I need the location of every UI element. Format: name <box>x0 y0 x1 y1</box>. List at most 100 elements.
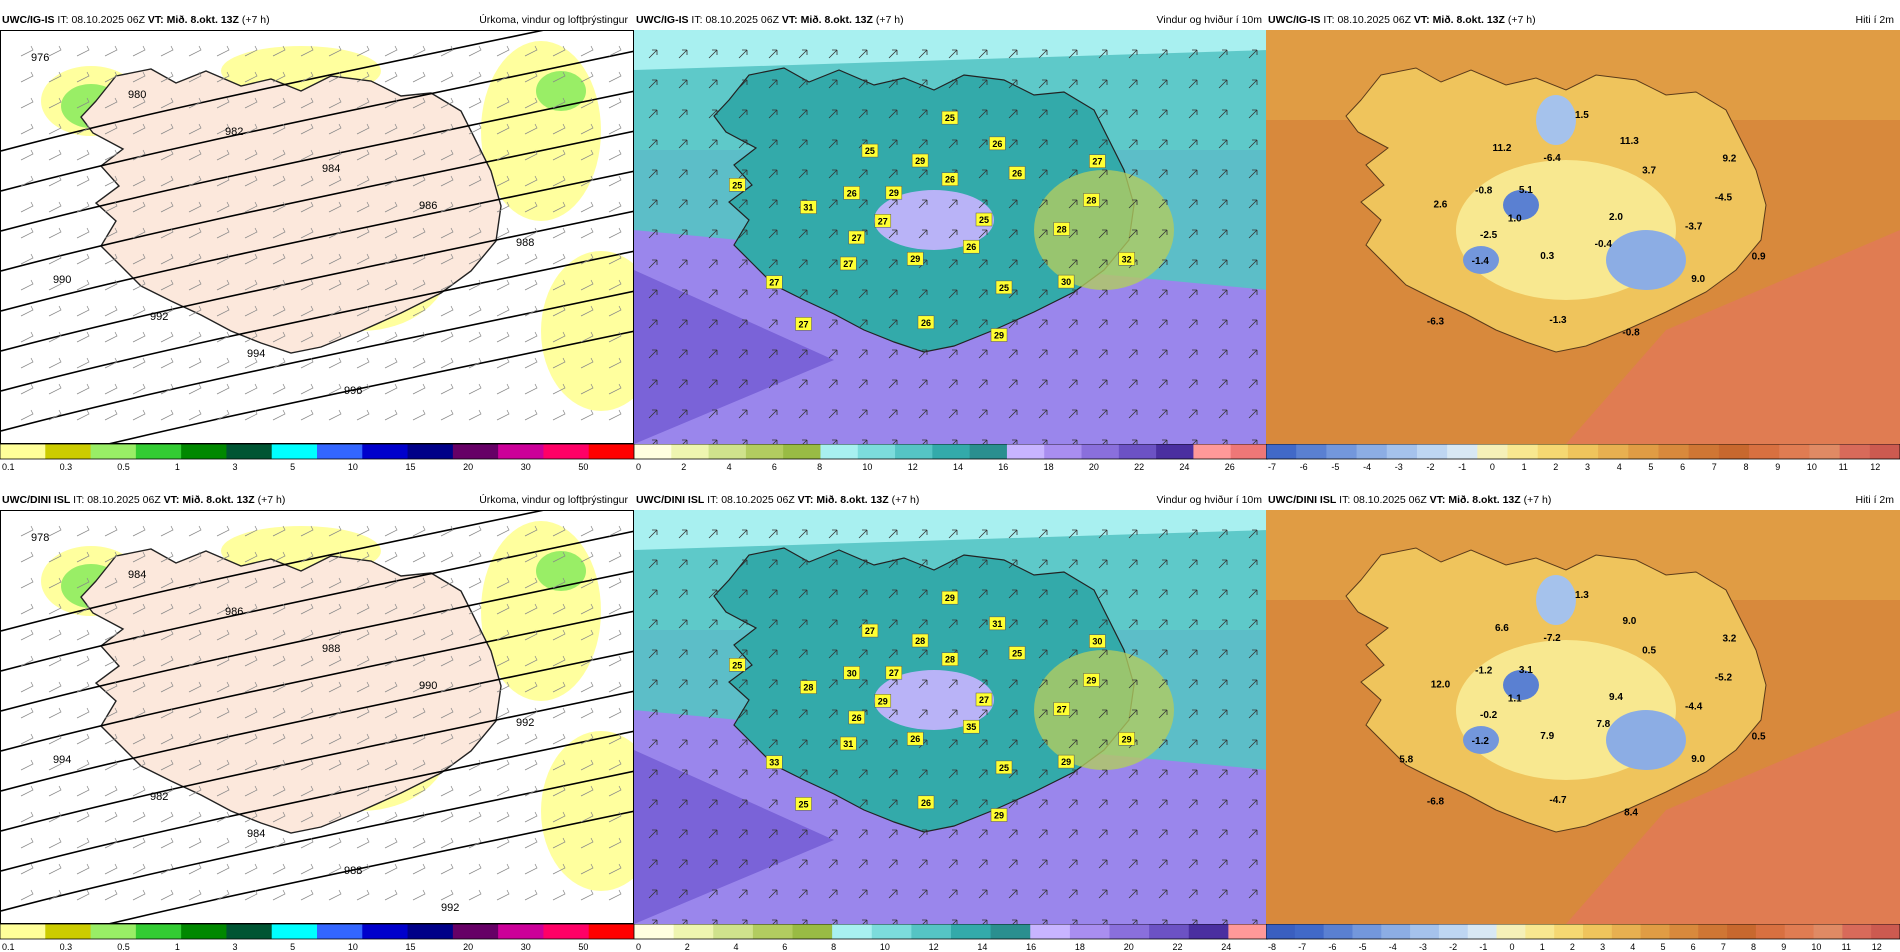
panel-header: UWC/DINI ISL IT: 08.10.2025 06Z VT: Mið.… <box>1266 490 1900 510</box>
colorbar-swatch <box>1109 924 1150 939</box>
product-title: Úrkoma, vindur og loftþrýstingur <box>479 14 628 26</box>
lead-time: (+7 h) <box>257 494 286 506</box>
colorbar-swatch <box>792 924 833 939</box>
gust-label: 31 <box>803 203 813 213</box>
gust-marker <box>874 694 892 708</box>
gust-marker <box>766 755 783 769</box>
gust-label: 25 <box>999 763 1009 773</box>
colorbar-tick: 7 <box>1712 462 1717 472</box>
gust-label: 29 <box>889 188 899 198</box>
wind-map[interactable]: 27 31 29 35 28 30 26 27 29 26 31 29 30 29 25 28 29 29 25 26… <box>634 510 1268 924</box>
gust-label: 25 <box>732 660 742 670</box>
colorbar: 0.1 0.3 0.5 1 3 5 10 15 20 30 50 <box>0 444 634 472</box>
isobar-label: 996 <box>344 385 362 397</box>
colorbar-swatch <box>135 444 182 459</box>
colorbar-swatch <box>135 924 182 939</box>
vt-label: VT: <box>1413 14 1430 26</box>
gust-label: 26 <box>945 175 955 185</box>
model-name: UWC/IG-IS <box>1268 14 1321 26</box>
lead-time: (+7 h) <box>875 14 904 26</box>
colorbar-swatch <box>1296 444 1327 459</box>
precip-map[interactable]: 978 984 986 988 990 992 994 982 984 988 992 <box>0 510 634 924</box>
gust-marker <box>729 658 746 672</box>
colorbar-tick: 18 <box>1044 462 1054 472</box>
colorbar-swatch <box>45 444 92 459</box>
colorbar-tick: -3 <box>1395 462 1403 472</box>
gust-label: 25 <box>799 799 809 809</box>
temperature-map[interactable]: 9.4 -1.2 1.3 7.8 12.0 3.2 7.9 6.6 0.5 -0.2 9.0 8.4 -… <box>1266 510 1900 924</box>
gust-marker <box>1008 166 1026 180</box>
gust-marker <box>906 731 924 746</box>
colorbar-swatch <box>543 924 590 939</box>
gust-marker <box>995 280 1013 295</box>
temp-label: -2.5 <box>1480 230 1498 241</box>
colorbar-tick: 8 <box>1751 942 1756 952</box>
colorbar-swatch <box>713 924 754 939</box>
colorbar: 0 2 4 6 8 10 12 14 16 18 20 22 24 <box>634 924 1268 952</box>
gust-marker <box>911 153 929 168</box>
temp-label: 0.9 <box>1752 251 1766 262</box>
gust-label: 31 <box>843 739 853 749</box>
isobar-label: 992 <box>516 717 534 729</box>
colorbar-swatch <box>317 924 363 939</box>
panel-dini-precip: UWC/DINI ISL IT: 08.10.2025 06Z VT: Mið.… <box>0 490 634 952</box>
colorbar-swatch <box>783 444 821 459</box>
gust-marker <box>975 212 993 227</box>
gust-label: 29 <box>878 696 888 706</box>
init-time: 08.10.2025 06Z <box>1353 494 1427 506</box>
colorbar-tick: -2 <box>1427 462 1435 472</box>
colorbar-tick: 8 <box>831 942 836 952</box>
colorbar-tick: 0.5 <box>117 942 130 952</box>
gust-label: 33 <box>769 758 779 768</box>
gust-marker <box>766 275 783 289</box>
gust-marker <box>941 110 959 125</box>
temperature-map[interactable]: 2.0 -1.4 1.5 -0.4 2.6 9.2 0.3 11.2 0.9 -2.5 11.3 -0… <box>1266 30 1900 444</box>
colorbar-swatch <box>1266 444 1297 459</box>
colorbar-tick: 6 <box>1691 942 1696 952</box>
colorbar-swatch <box>1266 924 1296 939</box>
colorbar-swatch <box>752 924 793 939</box>
wind-map[interactable]: 25 27 25 26 31 27 29 25 32 27 26 29 26 28 27 29 30 27 26 26… <box>634 30 1268 444</box>
product-title: Vindur og hviður í 10m <box>1156 494 1262 506</box>
colorbar-tick: 9 <box>1775 462 1780 472</box>
colorbar-tick: 5 <box>1648 462 1653 472</box>
colorbar-swatch <box>871 924 912 939</box>
model-name: UWC/DINI ISL <box>2 494 71 506</box>
gust-marker <box>975 692 993 707</box>
temp-label: 7.9 <box>1540 731 1554 742</box>
it-label: IT: <box>73 494 85 506</box>
temp-label: 11.3 <box>1620 136 1639 147</box>
colorbar-tick: 0.1 <box>2 462 15 472</box>
temp-label: 3.1 <box>1519 665 1533 676</box>
colorbar-tick: -3 <box>1419 942 1427 952</box>
temp-label: 0.5 <box>1642 645 1656 656</box>
colorbar-swatch <box>820 444 859 459</box>
temp-label: -5.2 <box>1715 672 1733 683</box>
temp-label: -0.8 <box>1475 185 1493 196</box>
temp-label: -0.4 <box>1595 239 1613 250</box>
colorbar-tick: 7 <box>1721 942 1726 952</box>
panel-header: UWC/IG-IS IT: 08.10.2025 06Z VT: Mið. 8.… <box>1266 10 1900 30</box>
gust-marker <box>729 178 746 192</box>
colorbar-tick: -2 <box>1449 942 1457 952</box>
colorbar-swatch <box>708 444 747 459</box>
gust-marker <box>840 736 857 751</box>
colorbar-tick: -1 <box>1458 462 1466 472</box>
colorbar-tick: 1 <box>1522 462 1527 472</box>
colorbar-tick: 0 <box>1490 462 1495 472</box>
temp-label: 1.0 <box>1508 213 1522 224</box>
gust-label: 26 <box>921 798 931 808</box>
precip-map[interactable]: 976 980 982 984 986 988 990 992 994 996 <box>0 30 634 444</box>
colorbar-tick: 1 <box>1540 942 1545 952</box>
colorbar-swatch <box>362 924 409 939</box>
panel-igis-wind: UWC/IG-IS IT: 08.10.2025 06Z VT: Mið. 8.… <box>634 10 1268 472</box>
colorbar-swatch <box>1006 444 1045 459</box>
temp-label: -0.8 <box>1622 327 1640 338</box>
colorbar-swatch <box>1410 924 1440 939</box>
colorbar-swatch <box>1467 924 1498 939</box>
colorbar-swatch <box>226 924 273 939</box>
colorbar-tick: 16 <box>1026 942 1036 952</box>
colorbar-tick: 10 <box>862 462 872 472</box>
gust-marker <box>1053 222 1070 236</box>
temp-label: 9.0 <box>1691 754 1705 765</box>
